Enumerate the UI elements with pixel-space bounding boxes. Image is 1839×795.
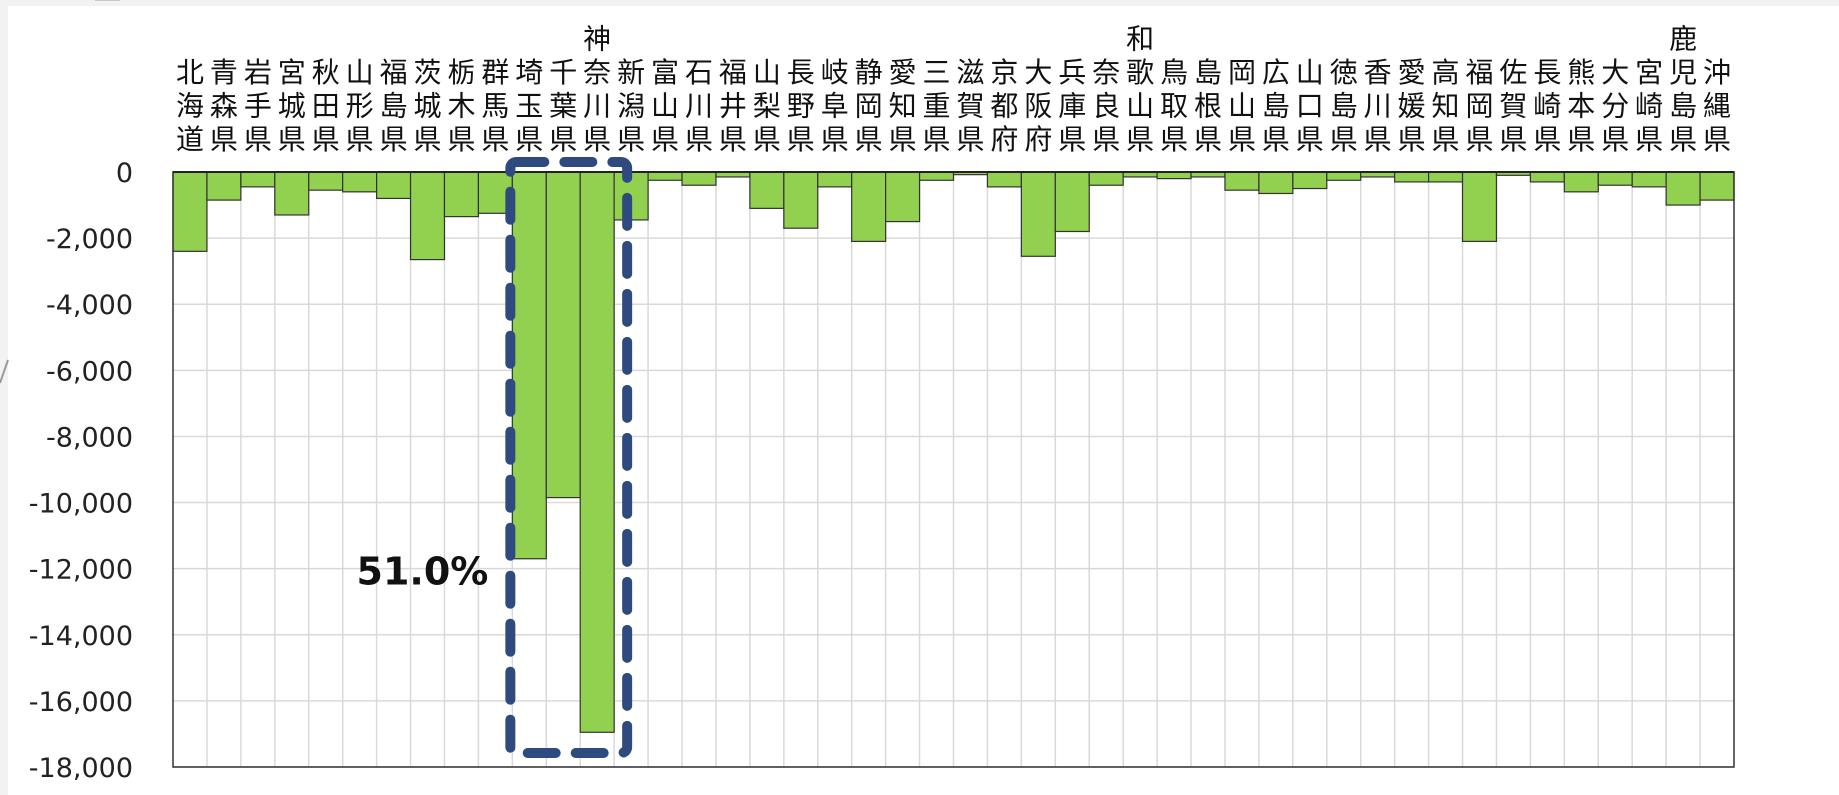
bar-兵庫県 — [1054, 171, 1090, 233]
bar-熊本県 — [1563, 171, 1599, 193]
x-tick-label: 京都府 — [990, 56, 1018, 156]
x-tick-label: 三重県 — [923, 56, 951, 156]
bar-秋田県 — [308, 171, 344, 191]
highlight-label: 51.0% — [357, 550, 489, 594]
bar-大阪府 — [1020, 171, 1056, 257]
x-tick-label: 奈良県 — [1092, 56, 1120, 156]
bar-茨城県 — [409, 171, 446, 261]
bar-徳島県 — [1326, 171, 1362, 181]
bar-神奈川県 — [579, 171, 615, 733]
y-tick-label: -18,000 — [29, 753, 133, 784]
bar-福岡県 — [1461, 171, 1498, 243]
x-tick-label: 神奈川県 — [583, 23, 611, 157]
y-tick-label: -16,000 — [29, 687, 133, 718]
x-tick-label: 群馬県 — [481, 56, 509, 156]
bar-山形県 — [342, 171, 378, 193]
bar-鹿児島県 — [1665, 171, 1701, 206]
x-tick-label: 愛媛県 — [1398, 56, 1426, 156]
x-tick-label: 岡山県 — [1228, 56, 1256, 156]
x-tick-label: 愛知県 — [889, 56, 917, 156]
x-tick-label: 栃木県 — [447, 56, 475, 156]
x-tick-label: 熊本県 — [1567, 56, 1595, 156]
y-tick-label: -14,000 — [29, 621, 133, 652]
bar-沖縄県 — [1699, 171, 1735, 201]
x-tick-label: 秋田県 — [312, 56, 340, 156]
x-tick-label: 千葉県 — [549, 56, 577, 156]
bar-福島県 — [376, 171, 412, 200]
y-tick-label: -4,000 — [46, 290, 133, 321]
bar-北海道 — [172, 171, 208, 252]
bar-石川県 — [681, 171, 717, 186]
bar-愛知県 — [885, 171, 921, 223]
x-tick-label: 山口県 — [1296, 56, 1324, 156]
bar-静岡県 — [851, 171, 887, 243]
x-tick-label: 福岡県 — [1465, 56, 1493, 156]
bar-栃木県 — [443, 171, 480, 218]
x-tick-label: 青森県 — [210, 56, 238, 156]
bar-三重県 — [918, 171, 955, 181]
x-tick-label: 福島県 — [380, 56, 408, 156]
x-tick-label: 大阪府 — [1024, 56, 1052, 156]
y-tick-label: -2,000 — [46, 224, 133, 255]
bar-京都府 — [986, 171, 1022, 188]
x-tick-label: 和歌山県 — [1126, 23, 1154, 157]
x-tick-label: 広島県 — [1262, 56, 1290, 156]
bar-大分県 — [1597, 171, 1633, 186]
x-tick-label: 長崎県 — [1533, 56, 1561, 156]
x-tick-label: 鳥取県 — [1160, 56, 1188, 156]
bar-岡山県 — [1224, 171, 1260, 191]
x-tick-label: 宮崎県 — [1635, 56, 1663, 156]
bar-岐阜県 — [817, 171, 853, 188]
bar-広島県 — [1258, 171, 1294, 195]
x-tick-label: 福井県 — [719, 56, 747, 156]
bar-高知県 — [1427, 171, 1464, 183]
x-tick-label: 佐賀県 — [1499, 56, 1527, 156]
x-tick-label: 埼玉県 — [515, 56, 543, 156]
x-tick-label: 北海道 — [176, 56, 204, 156]
x-tick-label: 茨城県 — [414, 56, 442, 156]
x-tick-label: 富山県 — [651, 56, 679, 156]
x-tick-label: 石川県 — [685, 56, 713, 156]
x-tick-label: 長野県 — [787, 56, 815, 156]
x-tick-label: 高知県 — [1432, 56, 1460, 156]
bar-岩手県 — [240, 171, 276, 188]
x-tick-label: 静岡県 — [855, 56, 883, 156]
bar-山口県 — [1292, 171, 1328, 190]
y-tick-label: -8,000 — [46, 422, 133, 453]
y-tick-label: 0 — [116, 158, 133, 189]
x-tick-label: 香川県 — [1364, 56, 1392, 156]
x-tick-label: 徳島県 — [1330, 56, 1358, 156]
y-tick-label: -10,000 — [29, 489, 133, 520]
x-tick-label: 岩手県 — [244, 56, 272, 156]
bar-長野県 — [783, 171, 819, 229]
bar-千葉県 — [545, 171, 581, 499]
y-tick-label: -6,000 — [46, 356, 133, 387]
x-tick-label: 鹿児島県 — [1669, 23, 1697, 157]
x-tick-label: 山形県 — [346, 56, 374, 156]
bar-愛媛県 — [1394, 171, 1430, 183]
x-tick-label: 島根県 — [1194, 56, 1222, 156]
x-tick-label: 兵庫県 — [1058, 56, 1086, 156]
bar-奈良県 — [1088, 171, 1124, 186]
x-tick-label: 沖縄県 — [1703, 56, 1731, 156]
x-tick-label: 宮城県 — [278, 56, 306, 156]
bar-埼玉県 — [511, 171, 547, 560]
x-tick-label: 新潟県 — [617, 56, 645, 156]
x-tick-label: 岐阜県 — [821, 56, 849, 156]
bar-富山県 — [647, 171, 683, 181]
x-tick-label: 山梨県 — [753, 56, 781, 156]
bar-宮崎県 — [1631, 171, 1667, 188]
x-tick-label: 大分県 — [1601, 56, 1629, 156]
bar-宮城県 — [274, 171, 310, 216]
highlight-box — [505, 157, 633, 758]
bar-山梨県 — [749, 171, 785, 209]
bar-青森県 — [206, 171, 242, 201]
bar-長崎県 — [1529, 171, 1565, 183]
y-tick-label: -12,000 — [29, 555, 133, 586]
x-tick-label: 滋賀県 — [956, 56, 984, 156]
